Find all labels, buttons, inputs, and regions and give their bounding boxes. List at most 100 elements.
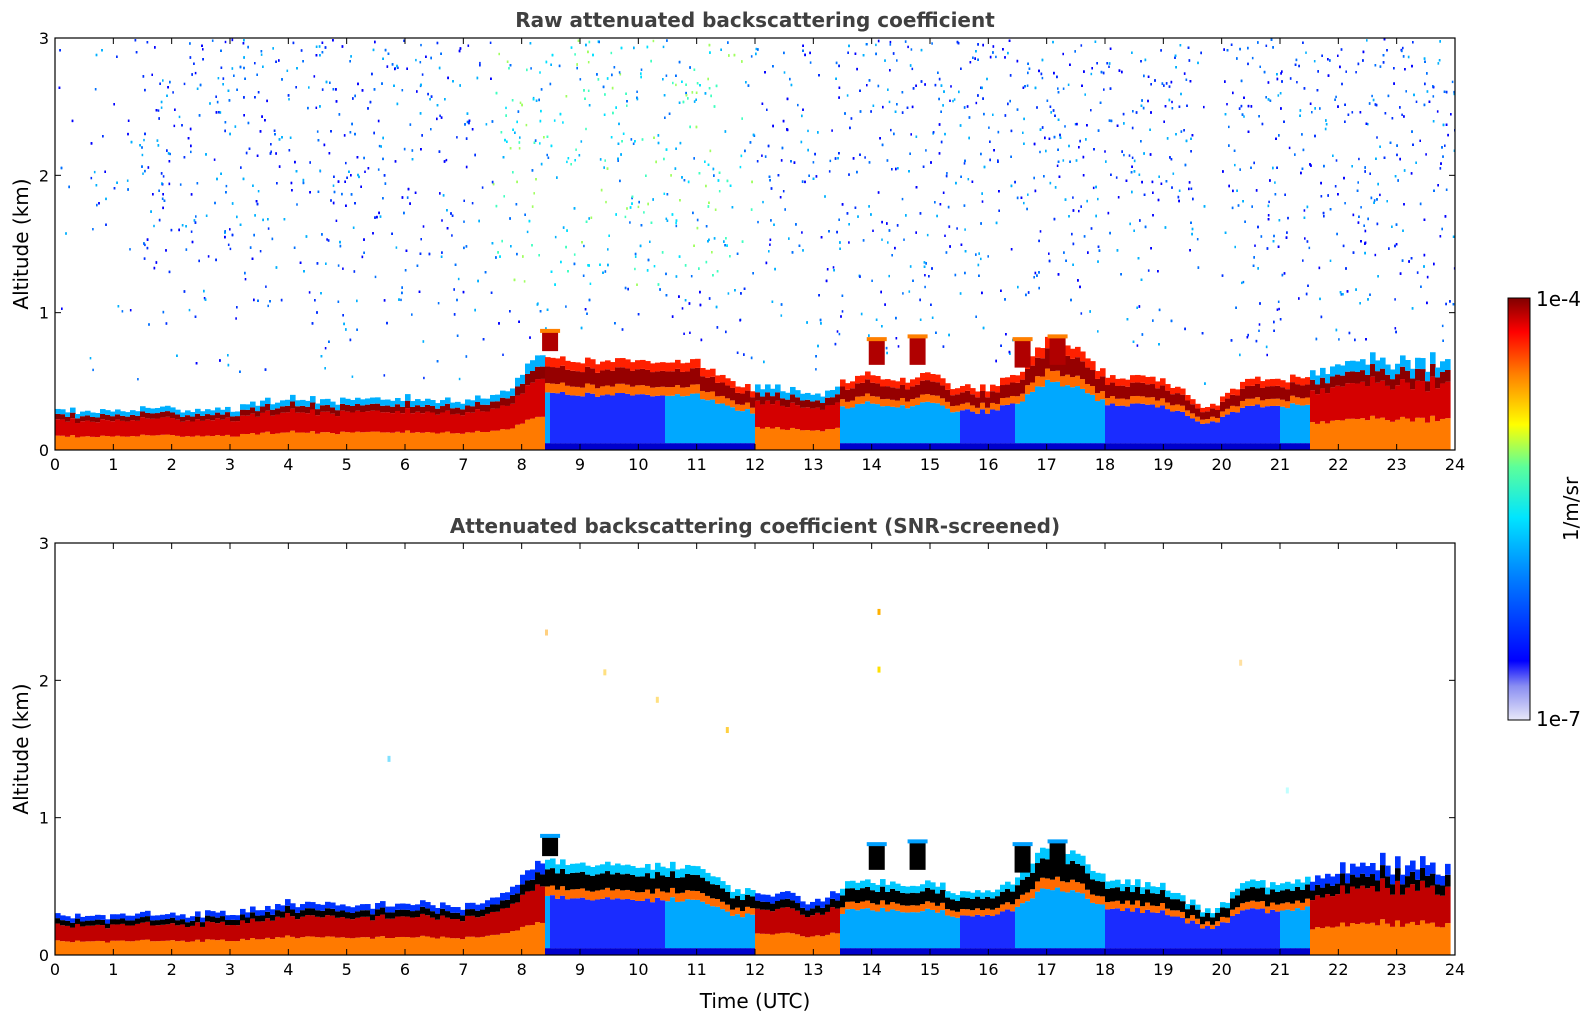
noise-pixel <box>231 233 234 237</box>
noise-pixel <box>802 108 804 111</box>
layer-cell <box>480 411 486 432</box>
noise-pixel <box>854 206 857 209</box>
noise-pixel <box>575 148 577 151</box>
noise-pixel <box>1192 197 1194 201</box>
noise-pixel <box>446 227 449 230</box>
layer-cell <box>570 386 576 396</box>
layer-cell <box>430 406 436 413</box>
noise-pixel <box>102 135 104 138</box>
layer-cell <box>850 407 856 444</box>
noise-pixel <box>1394 175 1397 178</box>
noise-pixel <box>610 51 613 55</box>
layer-cell <box>330 407 336 414</box>
noise-pixel <box>1241 281 1243 285</box>
noise-pixel <box>554 283 556 286</box>
noise-pixel <box>163 199 166 202</box>
noise-pixel <box>782 119 785 123</box>
layer-cell <box>600 443 606 450</box>
noise-pixel <box>1077 279 1079 282</box>
noise-pixel <box>1090 227 1093 230</box>
noise-pixel <box>220 49 222 52</box>
noise-pixel <box>629 206 632 209</box>
noise-pixel <box>946 172 948 175</box>
noise-pixel <box>146 41 149 44</box>
noise-pixel <box>844 112 846 115</box>
noise-pixel <box>142 172 144 175</box>
noise-pixel <box>235 317 237 320</box>
layer-cell <box>190 421 196 437</box>
noise-pixel <box>185 248 188 251</box>
noise-pixel <box>510 245 512 248</box>
noise-pixel <box>502 156 505 159</box>
noise-pixel <box>910 48 913 51</box>
noise-pixel <box>783 51 785 55</box>
noise-pixel <box>519 136 521 139</box>
layer-cell <box>730 387 736 401</box>
layer-cell <box>370 403 376 411</box>
noise-pixel <box>1131 165 1133 168</box>
layer-cell <box>75 437 81 450</box>
noise-pixel <box>666 219 669 222</box>
noise-pixel <box>699 84 701 87</box>
noise-pixel <box>1053 135 1056 139</box>
noise-pixel <box>993 149 995 152</box>
layer-cell <box>560 382 566 392</box>
layer-cell <box>610 386 616 396</box>
layer-cell <box>60 414 66 420</box>
noise-pixel <box>1402 229 1404 232</box>
noise-pixel <box>1150 111 1152 114</box>
noise-pixel <box>589 282 592 285</box>
layer-cell <box>730 443 736 450</box>
noise-pixel <box>1057 148 1059 151</box>
noise-pixel <box>768 175 771 178</box>
noise-pixel <box>972 56 974 59</box>
noise-pixel <box>620 46 623 50</box>
layer-cell <box>260 412 266 433</box>
layer-cell <box>855 396 861 405</box>
layer-cell <box>415 399 421 406</box>
noise-pixel <box>130 140 133 144</box>
layer-cell <box>435 403 441 409</box>
noise-pixel <box>912 279 914 282</box>
noise-pixel <box>727 292 730 295</box>
layer-cell <box>335 404 341 411</box>
noise-pixel <box>1405 90 1407 93</box>
noise-pixel <box>1010 248 1013 251</box>
noise-pixel <box>766 108 768 111</box>
noise-pixel <box>911 105 914 109</box>
noise-pixel <box>668 112 671 115</box>
layer-cell <box>725 378 731 386</box>
noise-pixel <box>1057 160 1060 163</box>
layer-cell <box>670 371 676 388</box>
noise-pixel <box>1190 137 1192 140</box>
noise-pixel <box>1132 340 1135 343</box>
noise-pixel <box>958 90 960 94</box>
noise-pixel <box>59 49 61 52</box>
noise-pixel <box>617 157 619 160</box>
noise-pixel <box>275 152 277 155</box>
layer-cell <box>175 409 181 415</box>
noise-pixel <box>401 291 403 295</box>
noise-pixel <box>489 41 492 44</box>
noise-pixel <box>1230 339 1233 342</box>
noise-pixel <box>1309 163 1311 166</box>
layer-cell <box>400 406 406 414</box>
noise-pixel <box>871 279 873 282</box>
noise-pixel <box>157 144 160 147</box>
noise-pixel <box>540 162 543 166</box>
noise-pixel <box>253 298 255 302</box>
noise-pixel <box>923 265 926 268</box>
noise-pixel <box>1313 60 1316 63</box>
noise-pixel <box>1056 164 1059 167</box>
noise-pixel <box>491 180 494 184</box>
layer-cell <box>165 405 171 412</box>
noise-pixel <box>886 351 888 355</box>
noise-pixel <box>1294 153 1296 156</box>
noise-pixel <box>975 50 977 53</box>
layer-cell <box>130 410 136 415</box>
noise-pixel <box>203 297 206 300</box>
noise-pixel <box>179 183 182 186</box>
layer-cell <box>400 400 406 407</box>
noise-pixel <box>1183 129 1185 132</box>
layer-cell <box>640 368 646 386</box>
